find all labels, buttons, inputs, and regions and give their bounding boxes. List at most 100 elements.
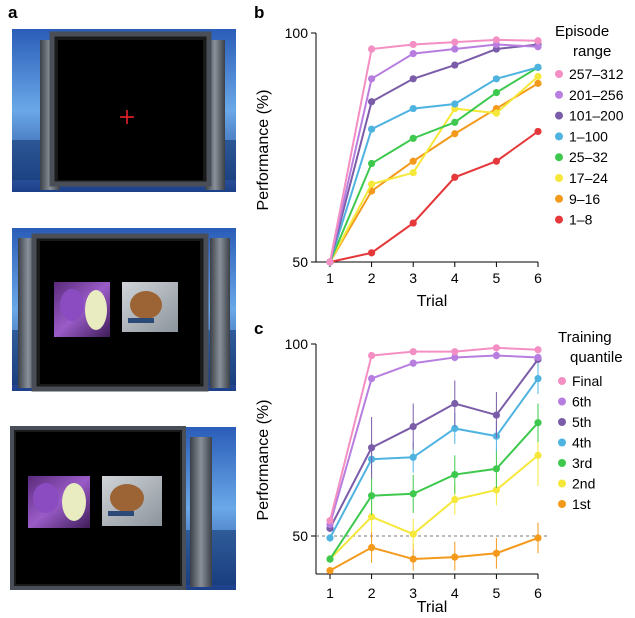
legend-swatch <box>558 438 566 447</box>
legend-label: 17–24 <box>569 170 608 186</box>
series-line <box>329 358 539 529</box>
data-point <box>451 38 459 46</box>
series-line <box>329 536 539 572</box>
series-line <box>329 377 539 539</box>
legend-swatch <box>555 194 563 203</box>
data-point <box>534 346 542 354</box>
data-point <box>492 109 500 117</box>
data-point <box>368 75 376 83</box>
data-point <box>409 40 417 49</box>
data-point <box>409 50 417 58</box>
data-point <box>451 424 459 433</box>
data-point <box>326 258 334 266</box>
data-point <box>451 353 459 362</box>
y-axis-label: Performance (%) <box>255 90 272 211</box>
legend-title-line: Training <box>558 329 612 346</box>
x-tick-label: 6 <box>534 270 542 286</box>
legend-swatch <box>555 90 563 99</box>
legend-swatch <box>558 500 566 508</box>
data-point <box>409 169 417 177</box>
series-line <box>329 43 539 263</box>
y-tick-label: 50 <box>292 528 308 544</box>
legend-label: 3rd <box>572 455 592 471</box>
legend-swatch <box>555 70 563 78</box>
x-tick-label: 6 <box>534 585 542 601</box>
data-point <box>534 79 542 87</box>
series-line <box>329 82 539 263</box>
legend-swatch <box>558 377 566 385</box>
y-tick-label: 50 <box>292 254 308 270</box>
x-tick-label: 3 <box>409 585 417 601</box>
x-tick-label: 5 <box>493 585 501 601</box>
legend-label: 257–312 <box>569 66 624 82</box>
series-line <box>329 75 539 263</box>
data-point <box>492 75 500 83</box>
dog-image <box>102 476 162 526</box>
data-point <box>326 534 334 542</box>
data-point <box>534 63 542 71</box>
legend-swatch <box>555 174 563 182</box>
data-point <box>492 344 500 352</box>
series-line <box>329 43 539 263</box>
data-point <box>409 422 417 431</box>
data-point <box>492 88 500 97</box>
dog-image <box>122 282 178 332</box>
series-line <box>329 38 539 263</box>
data-point <box>409 453 417 461</box>
legend-swatch <box>555 132 563 141</box>
data-point <box>368 492 376 500</box>
data-point <box>409 134 417 142</box>
data-point <box>492 351 500 360</box>
data-point <box>368 444 376 452</box>
legend-title-line: Episode <box>555 23 609 40</box>
data-point <box>451 130 459 138</box>
data-point <box>326 566 334 575</box>
data-point <box>492 36 500 44</box>
data-point <box>534 534 542 542</box>
data-point <box>368 543 376 552</box>
legend-label: 1–8 <box>569 212 593 228</box>
x-tick-label: 1 <box>326 270 334 286</box>
red-cross-icon <box>120 110 134 124</box>
data-point <box>368 513 376 521</box>
legend-swatch <box>558 418 566 426</box>
data-point <box>326 555 334 563</box>
monitor-screen <box>58 40 203 180</box>
data-point <box>409 348 417 356</box>
legend-label: 2nd <box>572 476 595 492</box>
legend-label: 1–100 <box>569 128 608 144</box>
legend-title-line: range <box>573 43 611 60</box>
x-tick-label: 2 <box>368 585 376 601</box>
legend-swatch <box>558 479 566 488</box>
data-point <box>409 219 417 227</box>
data-point <box>534 353 542 362</box>
data-point <box>326 517 334 525</box>
data-point <box>451 470 459 479</box>
legend-label: 5th <box>572 414 591 430</box>
data-point <box>368 125 376 133</box>
data-point <box>492 157 500 165</box>
legend-swatch <box>555 215 563 224</box>
legend-title-line: quantile <box>570 349 623 366</box>
data-point <box>534 419 542 427</box>
x-tick-label: 3 <box>409 270 417 286</box>
legend-swatch <box>558 397 566 406</box>
data-point <box>368 351 376 360</box>
data-point <box>368 374 376 383</box>
data-point <box>534 127 542 136</box>
series-line <box>329 346 539 521</box>
x-tick-label: 2 <box>368 270 376 286</box>
data-point <box>451 495 459 504</box>
data-point <box>409 359 417 367</box>
data-point <box>451 553 459 561</box>
series-line <box>329 422 539 560</box>
data-point <box>451 118 459 126</box>
series-line <box>329 354 539 525</box>
legend-label: 9–16 <box>569 191 600 207</box>
data-point <box>409 530 417 538</box>
series-line <box>329 66 539 263</box>
data-point <box>534 374 542 383</box>
data-point <box>534 451 542 459</box>
data-point <box>368 180 376 188</box>
legend-label: 101–200 <box>569 108 624 124</box>
